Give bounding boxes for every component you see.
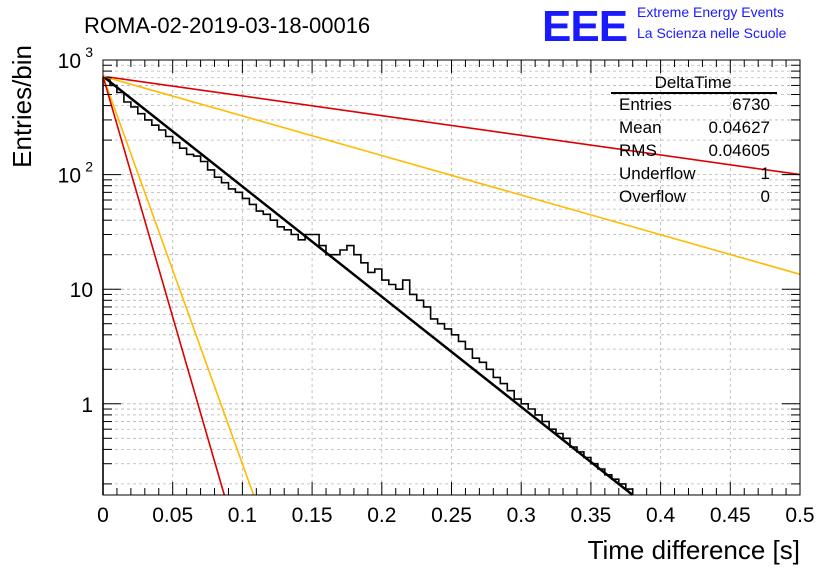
stats-value: 0	[761, 187, 770, 206]
x-tick-label: 0.05	[152, 504, 193, 527]
stats-label: Overflow	[619, 187, 687, 206]
axis-ticks	[102, 60, 801, 495]
x-tick-label: 0.5	[785, 504, 814, 527]
stats-value: 1	[761, 164, 770, 183]
x-tick-label: 0.4	[646, 504, 676, 527]
y-tick-exponent: 2	[85, 159, 93, 175]
x-tick-label: 0.25	[431, 504, 472, 527]
histogram-steps	[102, 77, 634, 495]
y-tick-exponent: 3	[85, 44, 93, 60]
histogram	[102, 77, 634, 495]
stats-label: RMS	[619, 141, 657, 160]
stats-title: DeltaTime	[655, 73, 732, 92]
yellow-envelope-upper-line	[102, 75, 801, 276]
y-tick-label: 10	[70, 279, 93, 302]
fit-lines	[102, 75, 801, 496]
yellow-envelope-lower-line	[102, 76, 255, 496]
y-tick-label: 10	[58, 50, 81, 73]
y-tick-label: 1	[81, 394, 93, 417]
stats-label: Mean	[619, 118, 662, 137]
red-envelope-upper-line	[102, 75, 801, 176]
x-tick-labels: 0 0.05 0.1 0.15 0.2 0.25 0.3 0.35 0.4 0.45 0.5	[97, 504, 814, 527]
x-tick-label: 0	[97, 504, 109, 527]
stats-value: 6730	[732, 95, 770, 114]
x-tick-label: 0.15	[292, 504, 333, 527]
red-envelope-lower-line	[102, 76, 226, 496]
stats-box: DeltaTime Entries 6730 Mean 0.04627 RMS 0.046…	[611, 73, 777, 206]
stats-value: 0.04627	[709, 118, 770, 137]
exponential-fit-line	[102, 75, 634, 496]
run-title: ROMA-02-2019-03-18-00016	[84, 13, 370, 38]
y-tick-label: 10	[58, 165, 81, 188]
x-tick-label: 0.1	[228, 504, 257, 527]
eee-logo-line1: Extreme Energy Events	[637, 4, 784, 20]
stats-rows: Entries 6730 Mean 0.04627 RMS 0.04605 Underflo…	[619, 95, 770, 206]
eee-logo: EEE Extreme Energy Events La Scienza nel…	[542, 2, 787, 51]
x-axis-label: Time difference [s]	[588, 535, 800, 565]
stats-label: Entries	[619, 95, 672, 114]
x-tick-label: 0.45	[710, 504, 751, 527]
stats-label: Underflow	[619, 164, 696, 183]
stats-value: 0.04605	[709, 141, 770, 160]
x-tick-label: 0.35	[570, 504, 611, 527]
x-tick-label: 0.3	[507, 504, 536, 527]
y-axis-label: Entries/bin	[7, 45, 37, 168]
eee-logo-line2: La Scienza nelle Scuole	[637, 25, 787, 41]
x-tick-label: 0.2	[367, 504, 396, 527]
eee-logo-mark: EEE	[542, 2, 627, 51]
